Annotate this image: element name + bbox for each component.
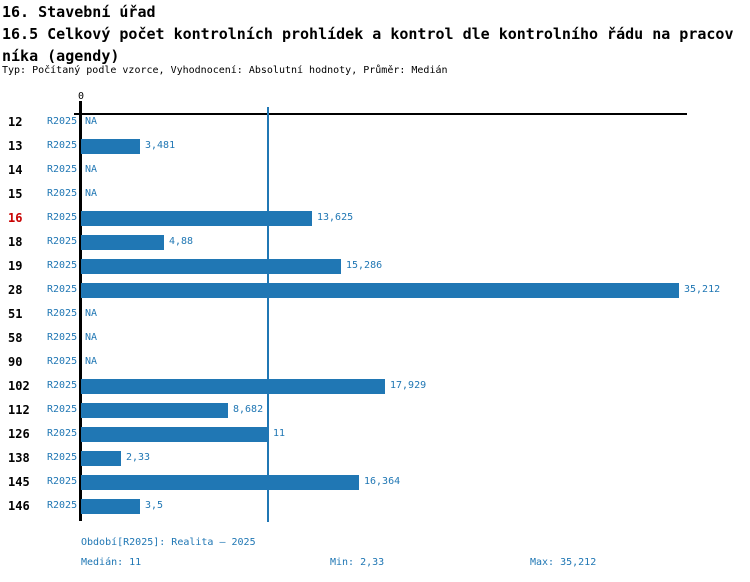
footer-period: Období[R2025]: Realita – 2025 xyxy=(81,537,256,548)
row-series-label: R2025 xyxy=(47,284,78,295)
x-axis-line xyxy=(74,113,687,115)
footer-median: Medián: 11 xyxy=(81,557,142,568)
row-series-label: R2025 xyxy=(47,404,78,415)
row-series-label: R2025 xyxy=(47,380,78,391)
bar-value-label: 3,481 xyxy=(145,140,176,151)
footer-min: Min: 2,33 xyxy=(330,557,385,568)
row-series-label: R2025 xyxy=(47,428,78,439)
row-id-label: 102 xyxy=(8,379,30,393)
row-id-label: 145 xyxy=(8,475,30,489)
chart-row: 112 R2025 8,682 xyxy=(0,398,750,422)
chart-row: 102 R2025 17,929 xyxy=(0,374,750,398)
indicator-title-line-1: 16.5 Celkový počet kontrolních prohlídek… xyxy=(2,25,734,43)
chart-row: 12 R2025 NA xyxy=(0,110,750,134)
chart-tagline: Typ: Počítaný podle vzorce, Vyhodnocení:… xyxy=(2,65,448,76)
chart-row: 28 R2025 35,212 xyxy=(0,278,750,302)
bar-value-label: 11 xyxy=(273,428,286,439)
bar xyxy=(81,210,312,226)
bar-value-label: NA xyxy=(85,116,98,127)
bar xyxy=(81,498,140,514)
bar-value-label: 16,364 xyxy=(364,476,401,487)
row-series-label: R2025 xyxy=(47,308,78,319)
bar-value-label: NA xyxy=(85,188,98,199)
row-id-label: 138 xyxy=(8,451,30,465)
row-series-label: R2025 xyxy=(47,452,78,463)
bar-value-label: 4,88 xyxy=(169,236,194,247)
bar-value-label: 17,929 xyxy=(390,380,427,391)
row-series-label: R2025 xyxy=(47,332,78,343)
chart-row: 13 R2025 3,481 xyxy=(0,134,750,158)
bar xyxy=(81,402,228,418)
y-axis-zero-line xyxy=(79,101,82,521)
chart-row: 18 R2025 4,88 xyxy=(0,230,750,254)
x-axis-zero-tick-label: 0 xyxy=(77,91,85,102)
row-series-label: R2025 xyxy=(47,476,78,487)
bar xyxy=(81,234,164,250)
median-reference-line xyxy=(267,107,269,522)
bar-value-label: 3,5 xyxy=(145,500,164,511)
bar xyxy=(81,258,341,274)
bar-value-label: 13,625 xyxy=(317,212,354,223)
bar-value-label: NA xyxy=(85,356,98,367)
row-id-label: 90 xyxy=(8,355,23,369)
bar-value-label: 15,286 xyxy=(346,260,383,271)
bar xyxy=(81,450,121,466)
chart-row: 15 R2025 NA xyxy=(0,182,750,206)
row-series-label: R2025 xyxy=(47,260,78,271)
bar-value-label: NA xyxy=(85,332,98,343)
chart-row: 16 R2025 13,625 xyxy=(0,206,750,230)
bar-value-label: 8,682 xyxy=(233,404,264,415)
bar-value-label: 2,33 xyxy=(126,452,151,463)
chart-row: 126 R2025 11 xyxy=(0,422,750,446)
bar xyxy=(81,426,268,442)
bar-value-label: NA xyxy=(85,164,98,175)
bar xyxy=(81,138,140,154)
row-id-label: 51 xyxy=(8,307,23,321)
row-series-label: R2025 xyxy=(47,164,78,175)
row-series-label: R2025 xyxy=(47,356,78,367)
row-id-label: 13 xyxy=(8,139,23,153)
row-id-label: 15 xyxy=(8,187,23,201)
row-series-label: R2025 xyxy=(47,116,78,127)
chart-row: 19 R2025 15,286 xyxy=(0,254,750,278)
row-series-label: R2025 xyxy=(47,236,78,247)
row-id-label: 12 xyxy=(8,115,23,129)
row-id-label: 28 xyxy=(8,283,23,297)
bar-value-label: NA xyxy=(85,308,98,319)
chart-row: 51 R2025 NA xyxy=(0,302,750,326)
chart-row: 138 R2025 2,33 xyxy=(0,446,750,470)
indicator-title-line-2: níka (agendy) xyxy=(2,47,120,65)
chart-row: 14 R2025 NA xyxy=(0,158,750,182)
chart-row: 145 R2025 16,364 xyxy=(0,470,750,494)
row-id-label: 58 xyxy=(8,331,23,345)
chart-row: 58 R2025 NA xyxy=(0,326,750,350)
row-id-label: 16 xyxy=(8,211,23,225)
row-id-label: 112 xyxy=(8,403,30,417)
chart-row: 146 R2025 3,5 xyxy=(0,494,750,518)
row-id-label: 126 xyxy=(8,427,30,441)
bar-value-label: 35,212 xyxy=(684,284,721,295)
row-series-label: R2025 xyxy=(47,212,78,223)
bar xyxy=(81,378,385,394)
chart-row: 90 R2025 NA xyxy=(0,350,750,374)
footer-max: Max: 35,212 xyxy=(530,557,597,568)
row-id-label: 14 xyxy=(8,163,23,177)
section-title: 16. Stavební úřad xyxy=(2,3,156,21)
row-id-label: 146 xyxy=(8,499,30,513)
row-id-label: 19 xyxy=(8,259,23,273)
row-id-label: 18 xyxy=(8,235,23,249)
row-series-label: R2025 xyxy=(47,140,78,151)
row-series-label: R2025 xyxy=(47,500,78,511)
bar xyxy=(81,474,359,490)
bar xyxy=(81,282,679,298)
row-series-label: R2025 xyxy=(47,188,78,199)
